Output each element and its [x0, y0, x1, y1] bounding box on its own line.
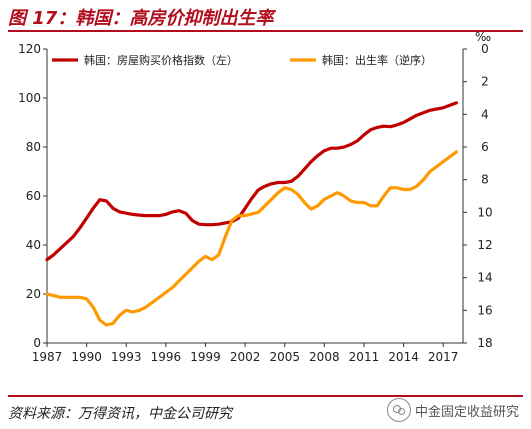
right-axis-unit: ‰ — [475, 30, 491, 44]
left-tick-label: 40 — [26, 238, 41, 252]
series-line-house-price — [45, 101, 458, 262]
left-tick-label: 60 — [26, 189, 41, 203]
watermark: 中金固定收益研究 — [386, 398, 519, 422]
x-tick-label: 1996 — [151, 350, 182, 364]
x-tick-label: 2014 — [388, 350, 419, 364]
wechat-icon — [386, 398, 411, 422]
x-tick-label: 1990 — [71, 350, 102, 364]
x-tick-label: 2008 — [309, 350, 340, 364]
right-tick-label: 18 — [477, 336, 492, 350]
watermark-text: 中金固定收益研究 — [414, 404, 519, 420]
legend: 韩国：房屋购买价格指数（左） 韩国：出生率（逆序） — [52, 53, 432, 67]
legend-label-1: 韩国：房屋购买价格指数（左） — [84, 53, 238, 67]
source-note: 资料来源：万得资讯，中金公司研究 — [8, 406, 232, 422]
left-tick-label: 20 — [26, 287, 41, 301]
left-tick-label: 100 — [18, 91, 41, 105]
legend-label-2: 韩国：出生率（逆序） — [322, 53, 432, 67]
right-tick-label: 0 — [481, 42, 489, 56]
series-line-birth-rate — [45, 150, 458, 327]
left-tick-label: 120 — [18, 42, 41, 56]
figure-title: 图 17：韩国：高房价抑制出生率 — [8, 8, 274, 29]
left-tick-label: 0 — [33, 336, 41, 350]
right-tick-label: 12 — [477, 238, 492, 252]
x-tick-label: 1993 — [111, 350, 142, 364]
x-tick-label: 2005 — [269, 350, 300, 364]
right-tick-label: 14 — [477, 271, 492, 285]
right-tick-label: 10 — [477, 205, 492, 219]
x-tick-label: 1999 — [190, 350, 221, 364]
series-layer — [45, 101, 458, 327]
x-tick-label: 2017 — [428, 350, 459, 364]
right-tick-label: 2 — [481, 75, 489, 89]
x-tick-label: 1987 — [32, 350, 63, 364]
x-tick-label: 2002 — [230, 350, 261, 364]
left-tick-label: 80 — [26, 140, 41, 154]
axes-layer: 0 20 40 60 80 100 120 0 2 4 6 8 10 12 14 16 18 ‰ 1987 1990 1… — [18, 30, 493, 364]
right-tick-label: 6 — [481, 140, 489, 154]
right-tick-label: 16 — [477, 303, 492, 317]
bottom-rule — [8, 395, 523, 397]
right-tick-label: 4 — [481, 107, 489, 121]
x-tick-label: 2011 — [349, 350, 380, 364]
right-tick-label: 8 — [481, 173, 489, 187]
top-rule — [8, 30, 523, 32]
